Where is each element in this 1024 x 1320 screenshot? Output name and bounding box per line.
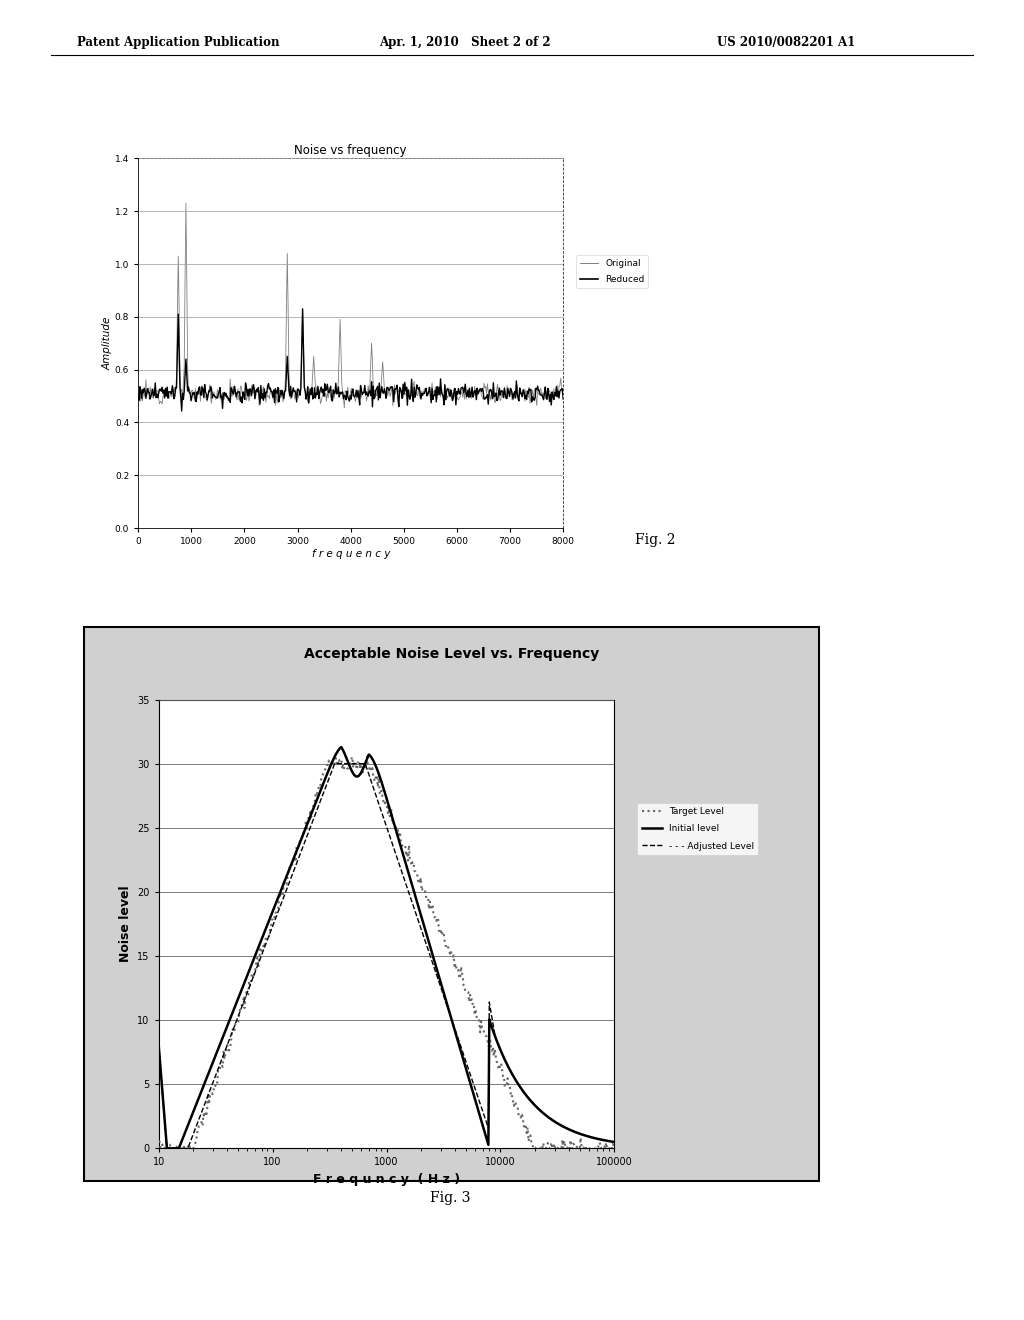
X-axis label: F r e q u n c y  ( H z ): F r e q u n c y ( H z ) xyxy=(313,1173,460,1185)
X-axis label: f r e q u e n c y: f r e q u e n c y xyxy=(311,549,390,558)
Text: Patent Application Publication: Patent Application Publication xyxy=(77,36,280,49)
Legend: Original, Reduced: Original, Reduced xyxy=(577,255,648,288)
Y-axis label: Noise level: Noise level xyxy=(119,886,132,962)
Text: Apr. 1, 2010   Sheet 2 of 2: Apr. 1, 2010 Sheet 2 of 2 xyxy=(379,36,551,49)
Text: US 2010/0082201 A1: US 2010/0082201 A1 xyxy=(717,36,855,49)
Text: Acceptable Noise Level vs. Frequency: Acceptable Noise Level vs. Frequency xyxy=(304,647,599,661)
Legend: Target Level, Initial level, - - - Adjusted Level: Target Level, Initial level, - - - Adjus… xyxy=(637,803,759,855)
Text: Fig. 2: Fig. 2 xyxy=(635,533,676,548)
Y-axis label: Amplitude: Amplitude xyxy=(102,317,112,370)
Text: Fig. 3: Fig. 3 xyxy=(430,1191,471,1205)
Title: Noise vs frequency: Noise vs frequency xyxy=(295,144,407,157)
